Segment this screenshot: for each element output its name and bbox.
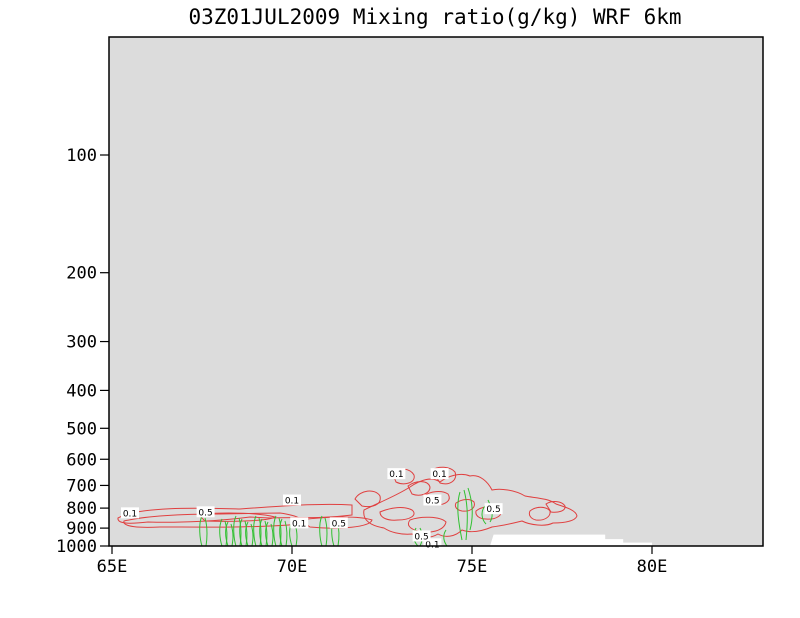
contour-label: 0.5	[425, 497, 439, 507]
x-tick-label: 65E	[97, 557, 128, 577]
y-tick-label: 400	[66, 381, 97, 401]
y-tick-label: 800	[66, 499, 97, 519]
contour-label: 0.5	[414, 532, 428, 542]
contour-label-bg	[290, 517, 309, 529]
contour-line-red	[298, 516, 373, 529]
terrain	[490, 534, 652, 546]
contour-line-green	[481, 505, 487, 525]
contour-label-bg	[412, 530, 431, 542]
y-tick-label: 300	[66, 333, 97, 353]
contour-label-bg	[423, 494, 442, 506]
contour-label-bg	[484, 503, 503, 515]
contour-line-red	[431, 466, 457, 485]
contour-label-bg	[387, 468, 406, 480]
contour-label: 0.1	[285, 497, 299, 507]
contour-line-green	[233, 515, 242, 547]
y-tick-label: 900	[66, 519, 97, 539]
y-tick-label: 500	[66, 419, 97, 439]
x-tick-label: 80E	[637, 557, 668, 577]
chart-title: 03Z01JUL2009 Mixing ratio(g/kg) WRF 6km	[188, 5, 681, 29]
contour-label: 0.1	[123, 509, 137, 519]
contour-label-bg	[430, 468, 449, 480]
contour-line-green	[259, 518, 268, 547]
contour-label: 0.5	[332, 519, 346, 529]
x-tick-label: 70E	[277, 557, 308, 577]
contour-line-green	[199, 515, 208, 547]
contour-label: 0.5	[486, 505, 500, 515]
contour-line-green	[225, 521, 234, 547]
contour-line-green	[443, 529, 448, 547]
contour-label-bg	[121, 507, 139, 519]
y-tick-label: 200	[66, 264, 97, 284]
contour-label-bg	[196, 506, 215, 518]
contour-line-green	[273, 515, 282, 547]
contour-line-red	[528, 506, 551, 521]
y-tick-label: 1000	[56, 537, 97, 557]
contour-label-bg	[283, 494, 301, 506]
y-tick-label: 700	[66, 476, 97, 496]
contour-line-green	[467, 487, 473, 531]
contour-line-red	[407, 481, 431, 496]
contour-line-green	[279, 518, 288, 547]
contour-line-red	[354, 490, 381, 508]
contour-label: 0.5	[198, 508, 212, 518]
contour-line-green	[253, 515, 262, 547]
contour-label-bg	[423, 538, 442, 550]
contour-label-bg	[329, 517, 348, 529]
y-tick-label: 100	[66, 146, 97, 166]
contour-label: 0.1	[292, 519, 306, 529]
contour-line-green	[265, 521, 274, 547]
contour-line-red	[379, 507, 415, 521]
contour-label: 0.1	[432, 470, 446, 480]
contour-label: 0.1	[389, 470, 403, 480]
contour-line-red	[407, 516, 447, 533]
y-tick-label: 600	[66, 450, 97, 470]
contour-line-red	[196, 512, 277, 522]
contour-line-green	[319, 515, 328, 547]
contour-line-green	[457, 489, 468, 541]
contour-line-green	[219, 518, 228, 547]
contour-line-green	[245, 521, 254, 547]
plot-frame	[108, 36, 764, 547]
x-tick-label: 75E	[457, 557, 488, 577]
plot-area	[109, 37, 763, 546]
contour-line-red	[545, 501, 566, 513]
contour-line-green	[239, 518, 248, 547]
